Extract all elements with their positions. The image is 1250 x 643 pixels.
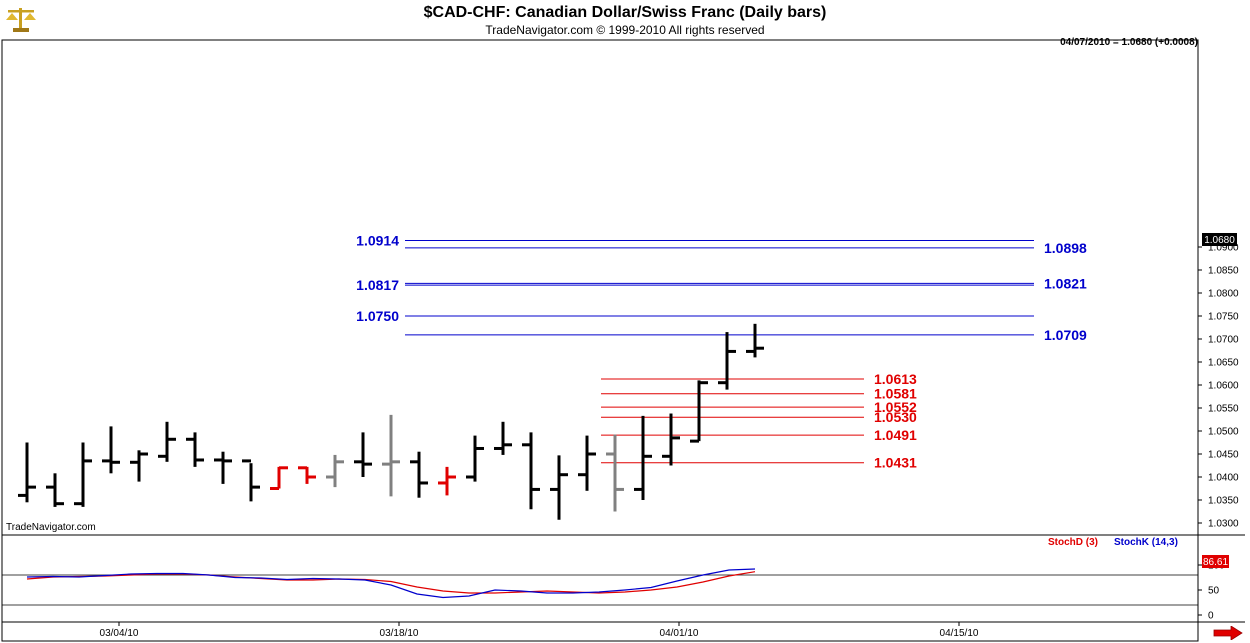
level-label: 1.0491: [874, 427, 917, 443]
stoch-k-legend: StochK (14,3): [1114, 537, 1178, 548]
stoch-tick-label: 50: [1208, 586, 1220, 597]
level-label: 1.0817: [356, 277, 399, 293]
ohlc-bar: [662, 413, 680, 466]
price-tick-label: 1.0350: [1208, 496, 1239, 507]
level-label: 1.0709: [1044, 327, 1087, 343]
price-tick-label: 1.0450: [1208, 450, 1239, 461]
level-lines: 1.0914 1.0898 1.0821 1.0817 1.0750 1.0709 1.06…: [356, 233, 1087, 471]
ohlc-bar: [270, 466, 288, 490]
ohlc-bar: [242, 459, 260, 502]
price-readout: 04/07/2010 = 1.0680 (+0.0008): [1060, 37, 1198, 48]
level-label: 1.0898: [1044, 240, 1087, 256]
plot-border: [1, 39, 1199, 642]
ohlc-bar: [74, 442, 92, 507]
price-tick-label: 1.0900: [1208, 243, 1239, 254]
ohlc-bar: [102, 426, 120, 474]
price-tick-label: 1.0850: [1208, 266, 1239, 277]
watermark-text: TradeNavigator.com: [6, 522, 96, 533]
stoch-d-legend: StochD (3): [1048, 537, 1098, 548]
price-bars: [18, 323, 764, 520]
stoch-series-line: [26, 568, 756, 599]
chart-title: $CAD-CHF: Canadian Dollar/Swiss Franc (D…: [423, 4, 827, 21]
level-label: 1.0552: [874, 399, 917, 415]
ohlc-bar: [382, 414, 400, 497]
ohlc-bar: [718, 332, 736, 390]
ohlc-bar: [690, 380, 708, 443]
value-tags: 1.0680 86.61: [1202, 233, 1237, 568]
ohlc-bar: [578, 435, 596, 491]
ohlc-bar: [186, 432, 204, 467]
price-tick-label: 1.0550: [1208, 404, 1239, 415]
ohlc-bar: [634, 415, 652, 500]
title-bar: $CAD-CHF: Canadian Dollar/Swiss Franc (D…: [0, 0, 1250, 40]
chart-subtitle: TradeNavigator.com © 1999-2010 All right…: [485, 23, 765, 37]
price-tick-label: 1.0500: [1208, 427, 1239, 438]
price-tick-label: 1.0800: [1208, 289, 1239, 300]
ohlc-bar: [522, 432, 540, 510]
ohlc-bar: [18, 442, 36, 503]
price-tick-label: 1.0600: [1208, 381, 1239, 392]
stoch-value-tag: 86.61: [1203, 557, 1228, 568]
chart-frame: [1, 39, 1245, 642]
scroll-right-arrow-icon[interactable]: [1213, 626, 1243, 640]
date-tick-label: 03/04/10: [100, 628, 139, 639]
gold-scales-icon: [6, 8, 36, 32]
price-tick-label: 1.0400: [1208, 473, 1239, 484]
level-label: 1.0821: [1044, 275, 1087, 291]
date-tick-label: 04/01/10: [660, 628, 699, 639]
price-tick-label: 1.0700: [1208, 335, 1239, 346]
ohlc-bar: [466, 435, 484, 482]
price-tick-label: 1.0650: [1208, 358, 1239, 369]
ohlc-bar: [326, 454, 344, 488]
ohlc-bar: [606, 434, 624, 512]
ohlc-bar: [550, 455, 568, 520]
price-tick-label: 1.0750: [1208, 312, 1239, 323]
ohlc-bar: [158, 421, 176, 462]
price-tick-label: 1.0300: [1208, 519, 1239, 530]
level-label: 1.0530: [874, 409, 917, 425]
level-label: 1.0613: [874, 371, 917, 387]
level-label: 1.0750: [356, 308, 399, 324]
stochastic-panel: 050100: [2, 561, 1225, 622]
price-axis: 1.0300 1.0350 1.0400 1.0450 1.0500 1.0550 1.06…: [1198, 243, 1239, 530]
ohlc-bar: [410, 451, 428, 498]
ohlc-bar: [438, 466, 456, 496]
ohlc-bar: [494, 421, 512, 455]
ohlc-bar: [354, 432, 372, 477]
stoch-series-line: [26, 571, 756, 594]
last-price-tag: 1.0680: [1204, 235, 1235, 246]
stoch-tick-label: 0: [1208, 611, 1214, 622]
ohlc-bar: [130, 450, 148, 482]
date-axis: 03/04/10 03/18/10 04/01/10 04/15/10: [100, 622, 979, 639]
ohlc-bar: [746, 323, 764, 358]
level-label: 1.0581: [874, 386, 917, 402]
level-label: 1.0431: [874, 455, 917, 471]
ohlc-bar: [214, 451, 232, 484]
ohlc-bar: [46, 473, 64, 507]
ohlc-bar: [298, 466, 316, 484]
date-tick-label: 04/15/10: [940, 628, 979, 639]
level-label: 1.0914: [356, 233, 399, 249]
date-tick-label: 03/18/10: [380, 628, 419, 639]
